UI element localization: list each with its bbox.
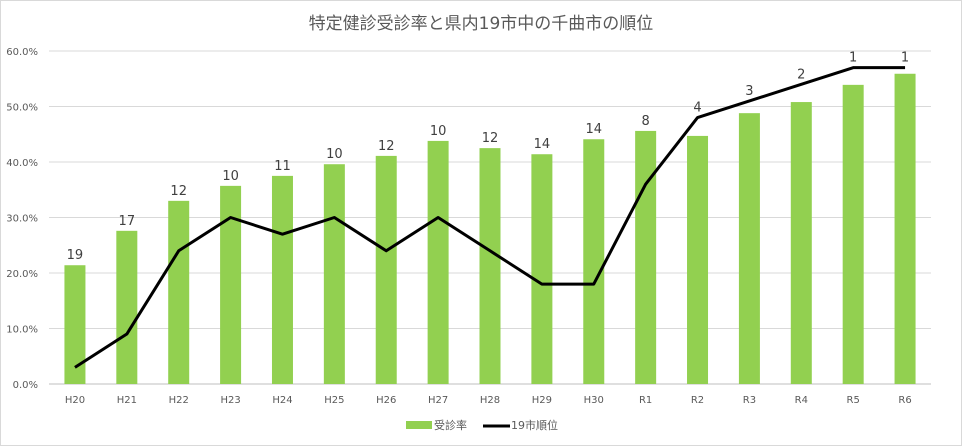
y-tick-label: 0.0%	[13, 380, 38, 391]
bar-H23	[220, 185, 242, 384]
rank-label-H25: 10	[326, 147, 343, 162]
bar-H26	[375, 155, 397, 384]
x-tick-label: H27	[428, 395, 448, 406]
rank-line	[74, 66, 906, 369]
bar-H30	[583, 139, 605, 384]
y-tick-label: 40.0%	[6, 158, 38, 169]
legend: 受診率 19市順位	[406, 418, 558, 432]
rank-label-R1: 8	[642, 114, 650, 129]
x-tick-label: R6	[898, 395, 911, 406]
x-tick-label: R3	[743, 395, 756, 406]
bar-R6	[894, 73, 916, 384]
bar-H24	[271, 175, 293, 384]
rank-label-H21: 17	[119, 214, 136, 229]
y-tick-label: 30.0%	[6, 214, 38, 225]
x-tick-label: H25	[324, 395, 344, 406]
x-tick-label: R2	[691, 395, 704, 406]
x-tick-label: H26	[376, 395, 396, 406]
bar-R4	[790, 102, 812, 384]
x-tick-label: R5	[847, 395, 860, 406]
rank-label-H28: 12	[482, 131, 499, 146]
bar-H25	[323, 164, 345, 384]
x-tick-label: H23	[220, 395, 240, 406]
x-tick-label: H28	[480, 395, 500, 406]
bar-H22	[168, 200, 190, 384]
x-tick-label: H20	[65, 395, 85, 406]
rank-label-R6: 1	[901, 51, 909, 66]
y-tick-label: 50.0%	[6, 103, 38, 114]
bar-R3	[738, 113, 760, 384]
x-tick-label: H30	[584, 395, 604, 406]
bar-R1	[635, 130, 657, 384]
rank-label-R2: 4	[693, 101, 701, 116]
rank-label-H30: 14	[585, 122, 602, 137]
y-tick-label: 60.0%	[6, 47, 38, 58]
legend-line-label: 19市順位	[511, 418, 558, 432]
rank-label-R4: 2	[797, 67, 805, 82]
bar-H29	[531, 154, 553, 384]
rank-label-H29: 14	[534, 137, 551, 152]
legend-bar-label: 受診率	[434, 418, 467, 432]
bar-R5	[842, 84, 864, 384]
y-tick-label: 10.0%	[6, 325, 38, 336]
rank-label-H24: 11	[274, 159, 291, 174]
x-tick-label: H22	[169, 395, 189, 406]
rank-label-H20: 19	[67, 248, 84, 263]
x-tick-label: H29	[532, 395, 552, 406]
bar-H21	[116, 230, 138, 384]
rank-label-H27: 10	[430, 124, 447, 139]
x-tick-label: H21	[117, 395, 137, 406]
rank-label-H22: 12	[170, 184, 187, 199]
x-tick-label: R1	[639, 395, 652, 406]
rank-label-R3: 3	[745, 84, 753, 99]
y-tick-label: 20.0%	[6, 269, 38, 280]
rank-label-R5: 1	[849, 51, 857, 66]
bar-H27	[427, 140, 449, 384]
bar-R2	[687, 135, 709, 384]
bar-H20	[64, 265, 86, 384]
x-tick-label: R4	[795, 395, 808, 406]
bar-H28	[479, 148, 501, 384]
chart-title: 特定健診受診率と県内19市中の千曲市の順位	[309, 14, 654, 34]
legend-bar-swatch	[406, 421, 432, 429]
rank-label-H26: 12	[378, 139, 395, 154]
rank-label-H23: 10	[222, 169, 239, 184]
x-tick-label: H24	[272, 395, 292, 406]
